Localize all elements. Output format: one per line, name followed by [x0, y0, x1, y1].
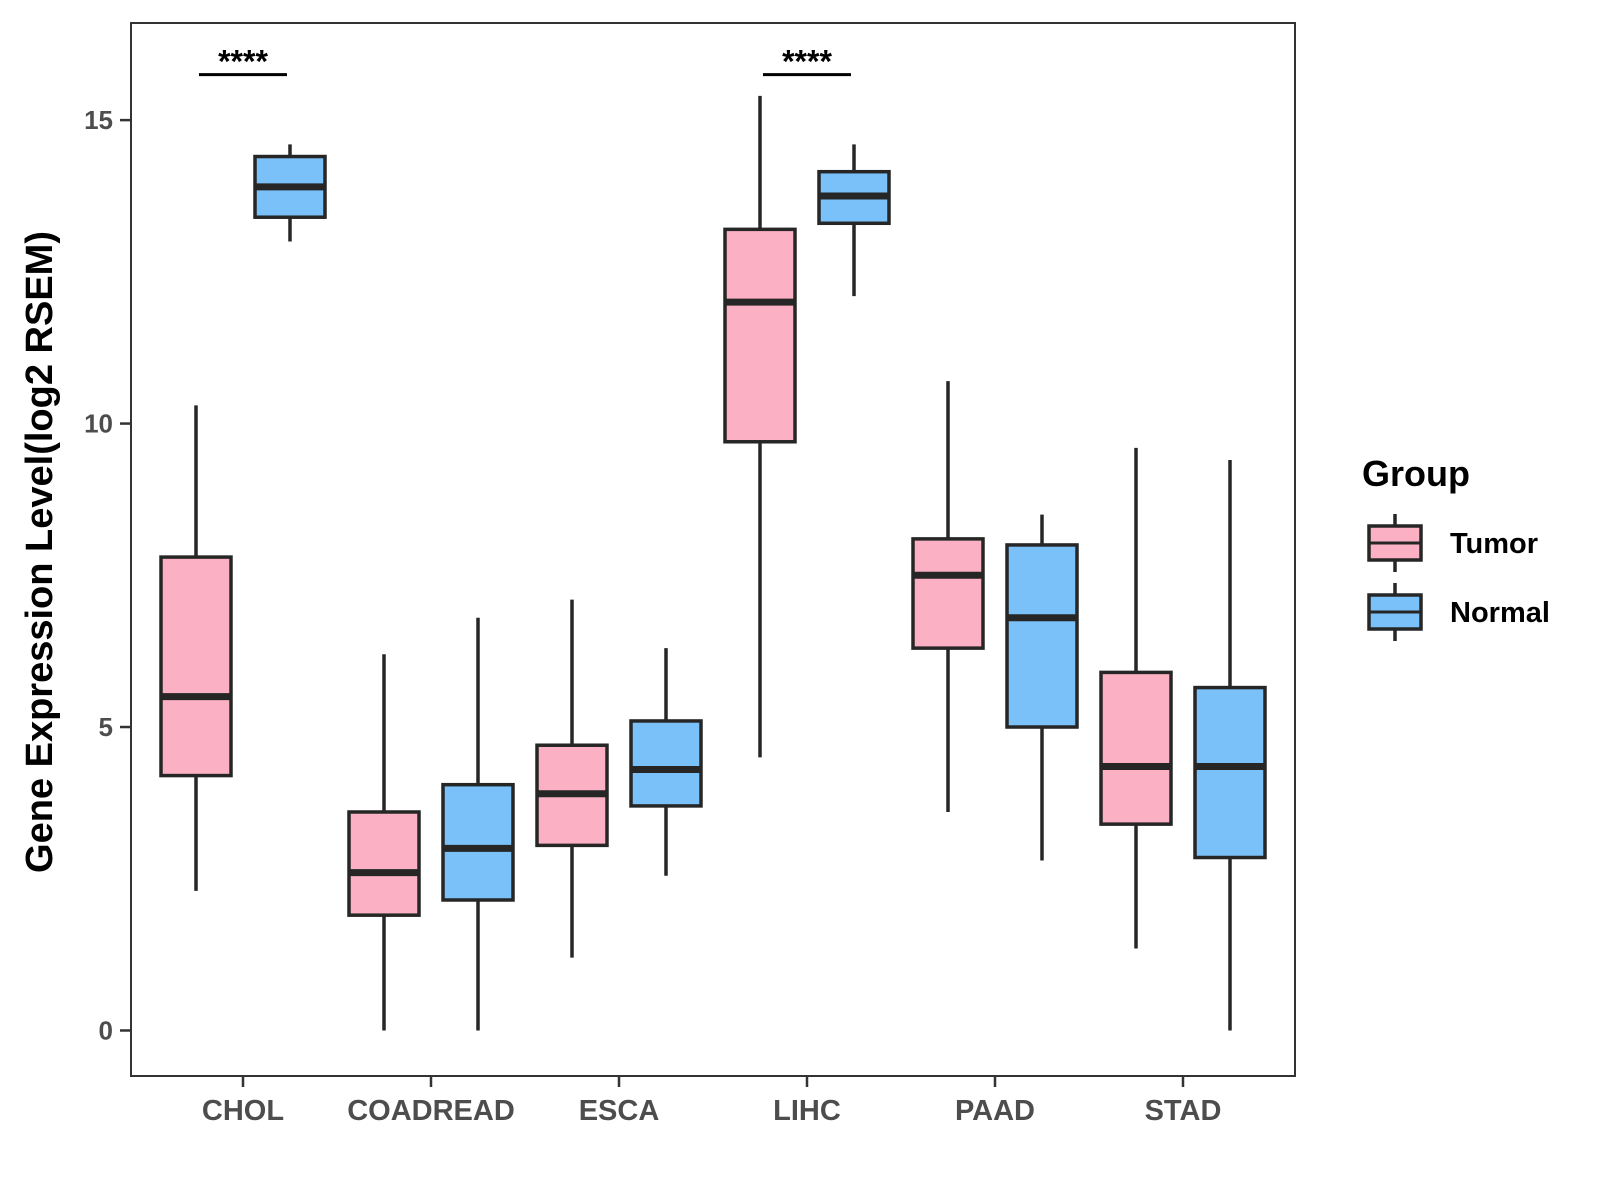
box-body — [441, 782, 515, 902]
significance-label: **** — [218, 44, 268, 80]
box-body — [347, 810, 421, 917]
box-normal-esca — [629, 648, 703, 876]
box-body — [159, 555, 233, 778]
x-tick-label: CHOL — [202, 1095, 284, 1127]
x-tick-label: COADREAD — [347, 1095, 515, 1127]
y-tick-label: 0 — [99, 1015, 113, 1045]
box-normal-stad — [1193, 459, 1267, 1031]
x-tick-label: LIHC — [773, 1095, 841, 1127]
box-tumor-paad — [911, 381, 985, 812]
box-normal-chol — [253, 144, 327, 242]
plot-panel-border — [130, 22, 1296, 1077]
y-axis-title: Gene Expression Level(log2 RSEM) — [19, 231, 61, 873]
box-body — [629, 719, 703, 808]
y-tick-label: 15 — [84, 105, 113, 135]
significance-label: **** — [782, 44, 832, 80]
legend-title: Group — [1362, 453, 1470, 494]
box-normal-lihc — [817, 144, 891, 297]
box-body — [911, 537, 985, 650]
y-tick-label: 5 — [99, 712, 113, 742]
box-body — [1193, 685, 1267, 860]
legend-label: Tumor — [1450, 528, 1538, 560]
box-normal-paad — [1005, 514, 1079, 861]
x-tick-label: STAD — [1145, 1095, 1222, 1127]
legend-item-normal: Normal — [1367, 583, 1550, 641]
plot-area: 0 5 10 15 CHOL COADREAD ESCA LIHC PAAD STAD **** **… — [84, 22, 1296, 1127]
box-tumor-coadread — [347, 654, 421, 1031]
box-normal-coadread — [441, 617, 515, 1031]
box-tumor-esca — [535, 599, 609, 958]
y-tick-label: 10 — [84, 409, 113, 439]
box-tumor-chol — [159, 405, 233, 891]
box-body — [1099, 670, 1173, 826]
legend-label: Normal — [1450, 597, 1550, 629]
box-body — [1005, 543, 1079, 729]
x-tick-label: PAAD — [955, 1095, 1035, 1127]
legend: Group Tumor Normal — [1362, 453, 1550, 641]
box-tumor-stad — [1099, 447, 1173, 949]
box-tumor-lihc — [723, 95, 797, 758]
box-body — [723, 227, 797, 444]
legend-item-tumor: Tumor — [1367, 514, 1538, 572]
x-tick-label: ESCA — [579, 1095, 660, 1127]
